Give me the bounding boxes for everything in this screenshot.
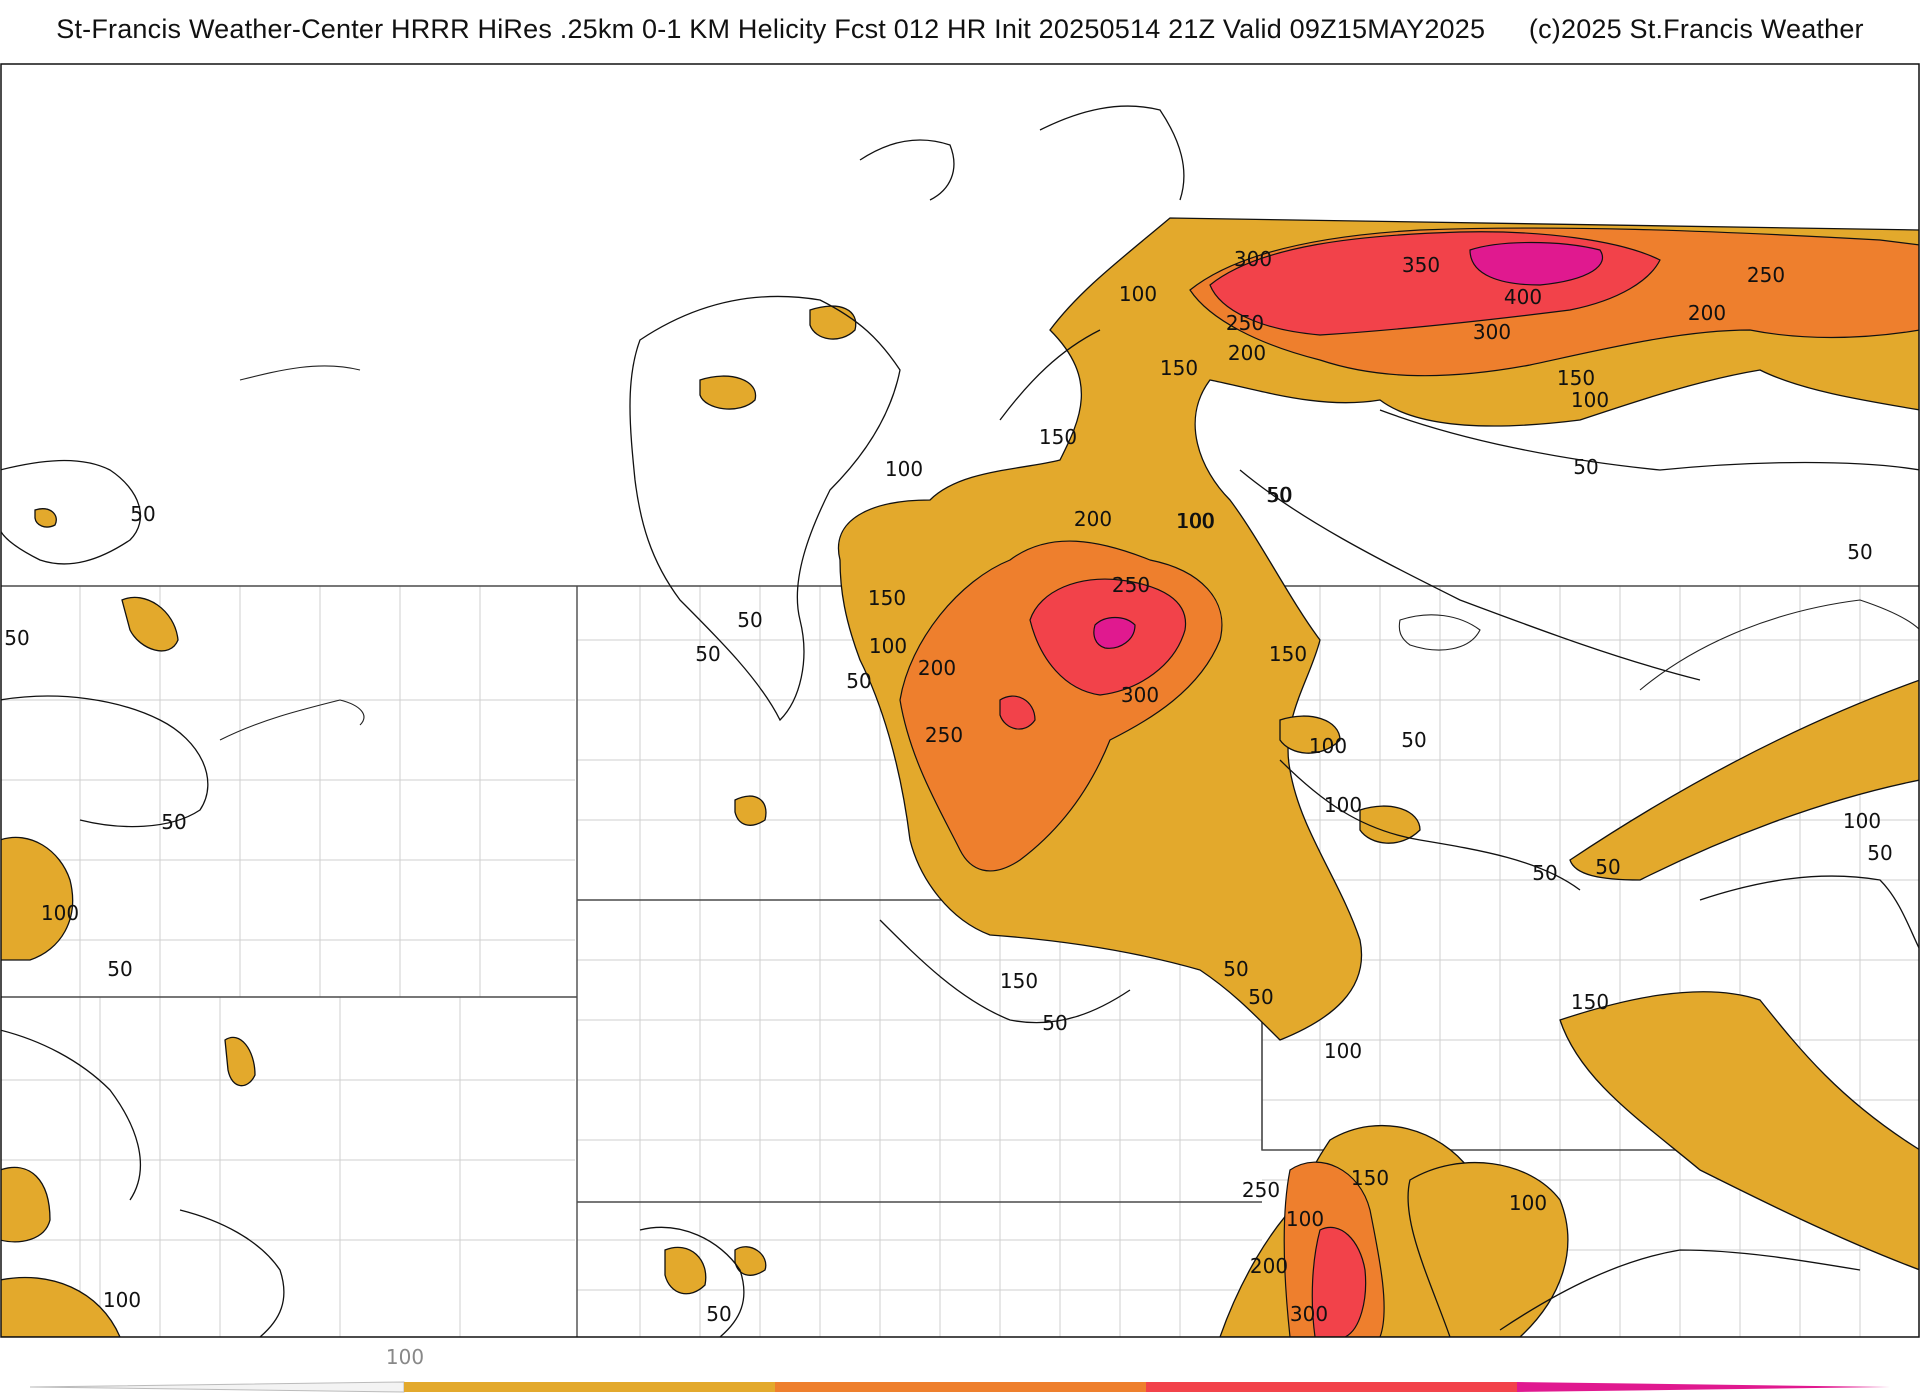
colorbar-segment-200: [775, 1382, 1146, 1392]
contour-label: 100: [1571, 388, 1609, 412]
contour-label: 50: [1867, 841, 1892, 865]
helicity-colorbar: 100: [29, 1345, 1890, 1393]
contour-label: 150: [1039, 425, 1077, 449]
contour-label: 250: [1112, 573, 1150, 597]
contour-label: 50: [161, 810, 186, 834]
contour-label: 50: [1266, 483, 1291, 507]
contour-label: 100: [885, 457, 923, 481]
contour-label: 150: [1160, 356, 1198, 380]
contour-label: 150: [868, 586, 906, 610]
contour-label: 150: [1000, 969, 1038, 993]
contour-label: 200: [918, 656, 956, 680]
colorbar-low-extension: [29, 1381, 405, 1393]
title-text: St-Francis Weather-Center HRRR HiRes .25…: [56, 14, 1486, 44]
copyright-text: (c)2025 St.Francis Weather: [1528, 14, 1864, 44]
contour-label: 50: [4, 626, 29, 650]
contour-label: 100: [1119, 282, 1157, 306]
colorbar-tick-label: 100: [386, 1345, 424, 1369]
contour-label: 50: [1595, 855, 1620, 879]
contour-label: 200: [1250, 1254, 1288, 1278]
contour-lines-50: [1, 105, 1919, 1337]
contour-label: 50: [1223, 957, 1248, 981]
contour-label: 350: [1402, 253, 1440, 277]
helicity-fill-400: [1093, 241, 1603, 649]
contour-label: 50: [1042, 1011, 1067, 1035]
contour-label: 50: [1573, 455, 1598, 479]
map-title: St-Francis Weather-Center HRRR HiRes .25…: [0, 14, 1920, 45]
coastlines: [219, 365, 1919, 741]
colorbar-segment-300: [1146, 1382, 1517, 1392]
contour-label: 200: [1688, 301, 1726, 325]
contour-label: 250: [1747, 263, 1785, 287]
contour-label: 300: [1473, 320, 1511, 344]
contour-label: 150: [1571, 990, 1609, 1014]
contour-label: 300: [1121, 683, 1159, 707]
contour-labels: 300 350 400 250 200 150 100 50 50 100 15…: [4, 247, 1892, 1326]
contour-label: 100: [1324, 1039, 1362, 1063]
contour-label: 150: [1351, 1166, 1389, 1190]
contour-label: 250: [1242, 1178, 1280, 1202]
contour-label: 50: [1847, 540, 1872, 564]
contour-label: 50: [130, 502, 155, 526]
contour-label: 100: [1309, 734, 1347, 758]
contour-label: 50: [1532, 861, 1557, 885]
contour-label: 250: [1226, 311, 1264, 335]
contour-label: 250: [925, 723, 963, 747]
contour-label: 100: [1176, 509, 1214, 533]
contour-label: 50: [737, 608, 762, 632]
contour-label: 100: [869, 634, 907, 658]
contour-label: 300: [1290, 1302, 1328, 1326]
helicity-map: 300 350 400 250 200 150 100 50 50 100 15…: [0, 63, 1920, 1338]
contour-label: 100: [1177, 509, 1215, 533]
map-frame: [0, 63, 1920, 1338]
contour-label: 50: [1401, 728, 1426, 752]
contour-label: 50: [107, 957, 132, 981]
contour-label: 100: [103, 1288, 141, 1312]
state-borders: [1, 585, 1919, 1337]
colorbar-segment-100: [404, 1382, 775, 1392]
contour-label: 50: [695, 642, 720, 666]
contour-label: 50: [706, 1302, 731, 1326]
colorbar-segment-400: [1517, 1382, 1890, 1392]
contour-label: 200: [1074, 507, 1112, 531]
contour-label: 200: [1228, 341, 1266, 365]
contour-label: 100: [41, 901, 79, 925]
contour-label: 300: [1234, 247, 1272, 271]
contour-label: 100: [1509, 1191, 1547, 1215]
contour-label: 50: [1248, 985, 1273, 1009]
contour-label: 150: [1269, 642, 1307, 666]
contour-label: 50: [846, 669, 871, 693]
contour-label: 400: [1504, 285, 1542, 309]
contour-label: 100: [1843, 809, 1881, 833]
contour-label: 150: [1557, 366, 1595, 390]
contour-label: 100: [1286, 1207, 1324, 1231]
contour-label: 100: [1324, 793, 1362, 817]
contour-label: 50: [1267, 483, 1292, 507]
